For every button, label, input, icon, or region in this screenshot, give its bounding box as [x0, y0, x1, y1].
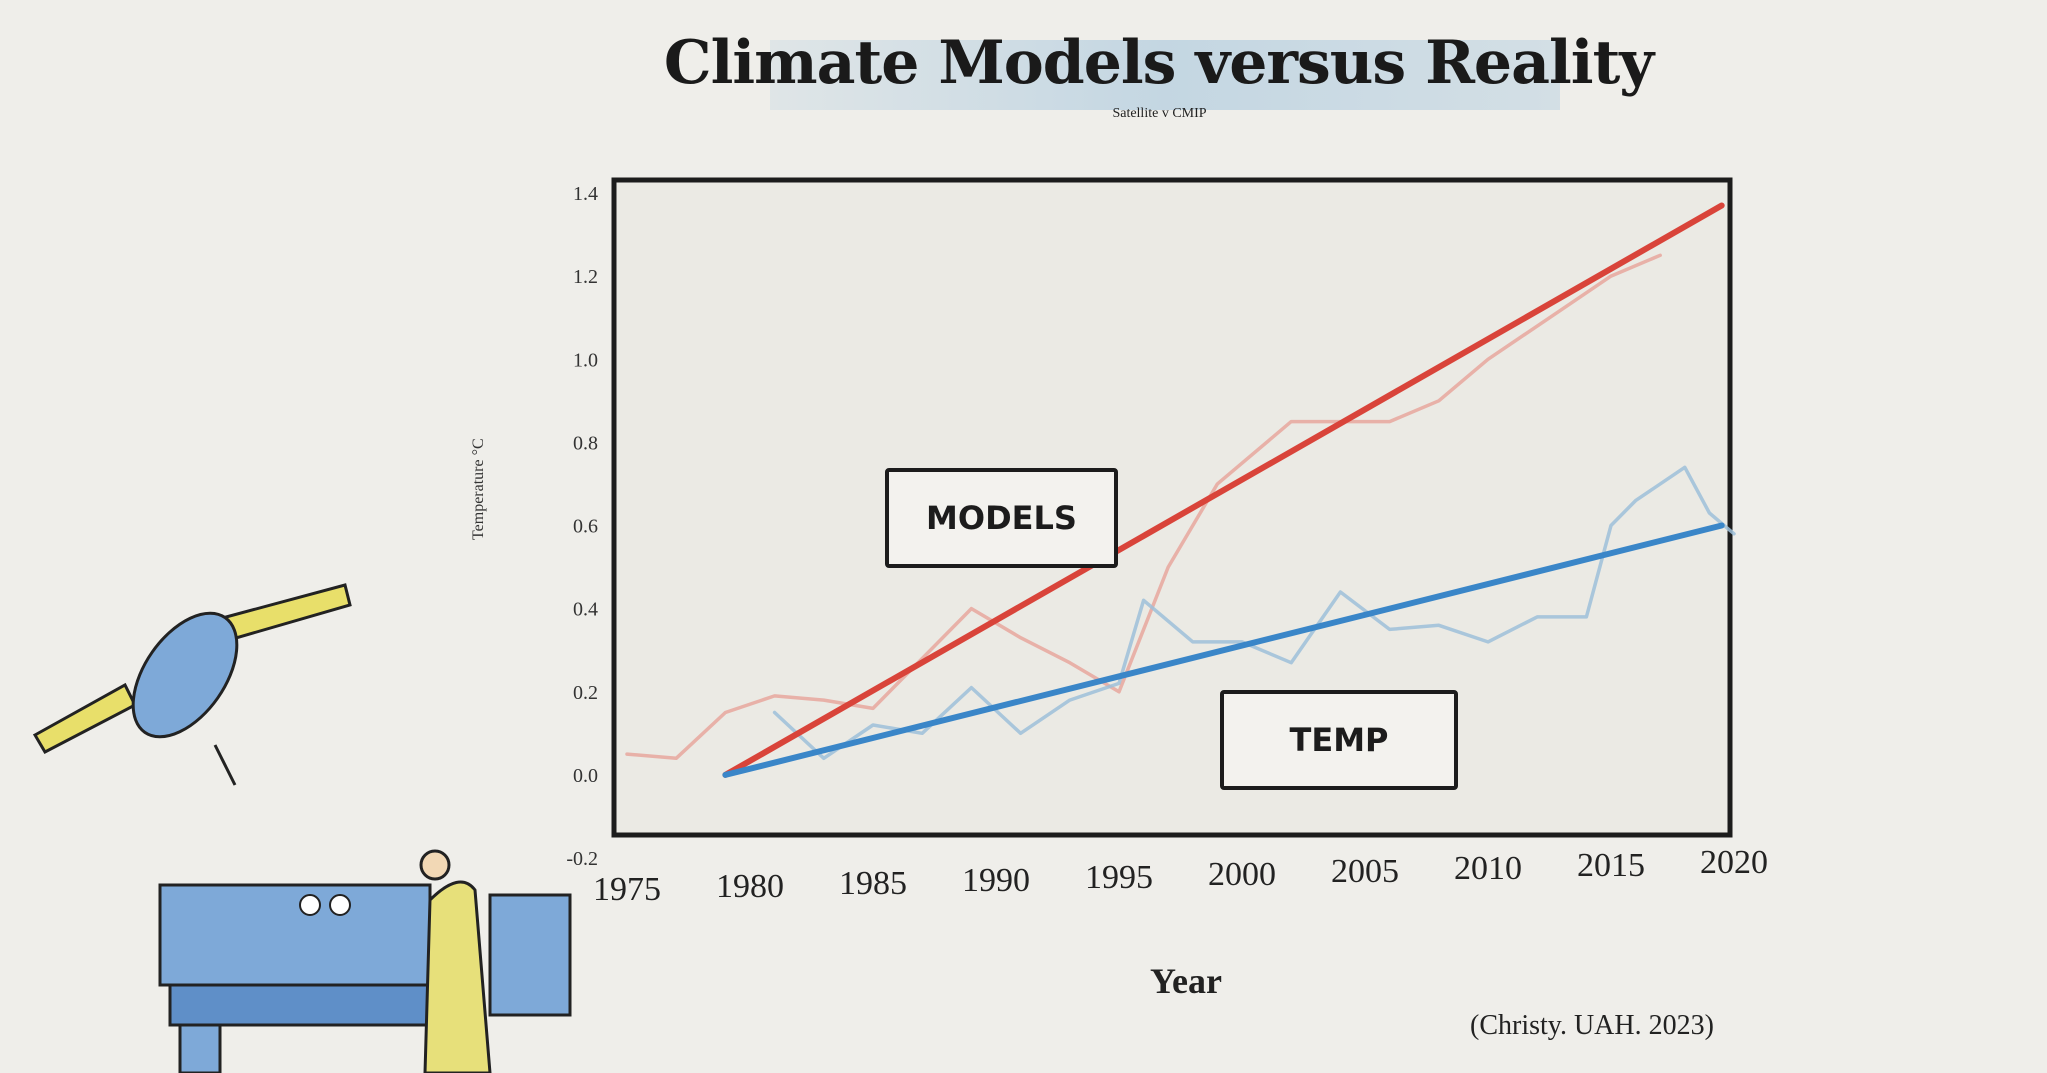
temp-annotation: TEMP	[1220, 690, 1458, 790]
x-tick-label: 2020	[1700, 844, 1768, 881]
models-trend-line	[722, 202, 1725, 778]
y-tick-label: -0.2	[566, 848, 598, 870]
chart-subtitle: Satellite v CMIP	[1112, 106, 1207, 121]
x-tick-label: 2005	[1331, 853, 1399, 890]
x-axis-label: Year	[1150, 961, 1222, 1001]
chart-title: Climate Models versus Reality	[663, 28, 1654, 98]
y-tick-label: 1.2	[573, 266, 598, 288]
title-highlight	[770, 40, 1560, 110]
illustrations	[32, 583, 572, 1073]
raw-series-line	[625, 253, 1662, 761]
x-tick-label: 1990	[962, 862, 1030, 899]
y-tick-label: 0.8	[573, 432, 598, 454]
y-axis-label: Temperature °C	[470, 438, 487, 540]
y-tick-label: 0.4	[573, 599, 598, 621]
y-tick-label: 0.6	[573, 516, 598, 538]
raw-series-line	[772, 465, 1736, 761]
source-citation: (Christy. UAH. 2023)	[1470, 1010, 1714, 1041]
x-tick-label: 2010	[1454, 850, 1522, 887]
x-tick-label: 2000	[1208, 856, 1276, 893]
y-tick-label: 0.2	[573, 682, 598, 704]
models-annotation: MODELS	[885, 468, 1118, 568]
x-tick-label: 1985	[839, 865, 907, 902]
x-tick-label: 1975	[593, 871, 661, 908]
x-tick-label: 1995	[1085, 859, 1153, 896]
x-tick-label: 2015	[1577, 847, 1645, 884]
y-tick-label: 1.4	[573, 183, 598, 205]
plot-frame	[611, 177, 1733, 838]
y-tick-label: 1.0	[573, 349, 598, 371]
satellite-icon	[32, 583, 352, 786]
scientist-console-icon	[158, 849, 572, 1073]
temp-trend-line	[722, 522, 1725, 778]
y-tick-label: 0.0	[573, 765, 598, 787]
x-tick-label: 1980	[716, 868, 784, 905]
